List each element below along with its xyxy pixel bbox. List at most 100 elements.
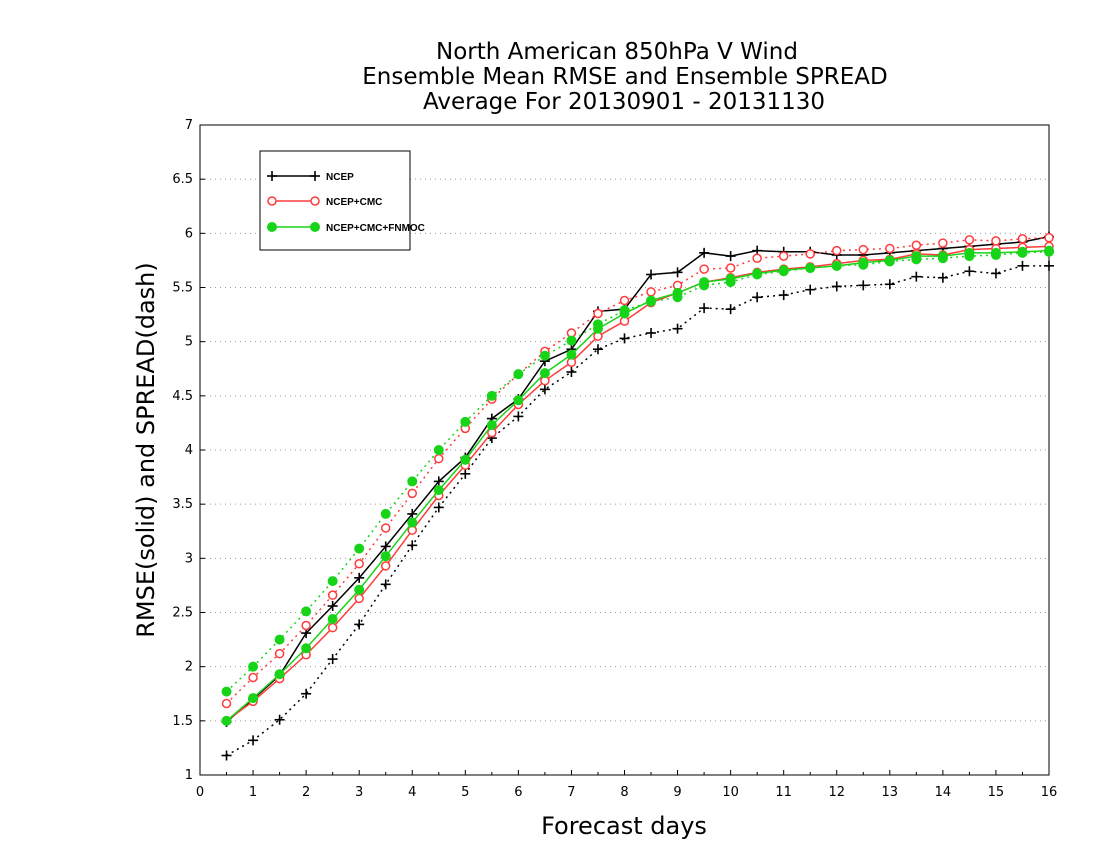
rmse-point	[327, 601, 338, 611]
spread-point	[858, 244, 869, 255]
y-tick-label: 4	[185, 443, 193, 458]
x-tick-label: 1	[249, 785, 257, 800]
spread-point	[460, 416, 471, 427]
spread-point	[407, 488, 417, 499]
rmse-point	[646, 269, 657, 280]
legend-marker-start	[267, 222, 277, 232]
spread-point	[911, 240, 922, 250]
x-tick-label: 11	[775, 785, 792, 800]
spread-point	[327, 576, 338, 587]
spread-point	[990, 250, 1001, 260]
rmse-point	[354, 584, 365, 595]
spread-point	[646, 296, 657, 307]
spread-point	[539, 384, 550, 395]
spread-point	[486, 390, 497, 401]
rmse-point	[221, 715, 232, 726]
rmse-point	[513, 395, 524, 406]
spread-point	[407, 476, 418, 487]
spread-point	[937, 272, 948, 283]
spread-point	[380, 508, 391, 519]
y-tick-label: 3	[185, 551, 193, 566]
x-tick-label: 3	[355, 785, 363, 800]
spread-point	[433, 445, 444, 455]
spread-point	[221, 698, 232, 709]
rmse-point	[407, 517, 418, 528]
rmse-point	[407, 508, 418, 519]
x-tick-label: 15	[988, 785, 1005, 800]
spread-point	[884, 256, 895, 267]
spread-point	[699, 280, 710, 291]
spread-point	[619, 333, 630, 344]
spread-point	[592, 344, 603, 355]
rmse-point	[672, 267, 683, 278]
rmse-point	[486, 420, 497, 431]
spread-point	[778, 266, 789, 277]
y-tick-label: 1.5	[172, 714, 193, 729]
spread-point	[911, 254, 922, 265]
x-tick-label: 12	[828, 785, 845, 800]
spread-point	[619, 305, 630, 316]
spread-point	[990, 268, 1001, 279]
rmse-point	[274, 669, 285, 680]
spread-point	[778, 251, 789, 261]
spread-point	[964, 251, 975, 262]
spread-point	[248, 735, 259, 746]
spread-point	[539, 350, 550, 361]
x-tick-label: 14	[935, 785, 952, 800]
x-tick-label: 8	[620, 785, 628, 800]
spread-point	[248, 661, 259, 672]
spread-point	[646, 287, 656, 297]
rmse-line	[226, 235, 1050, 723]
title-line-2: Ensemble Mean RMSE and Ensemble SPREAD	[362, 64, 887, 90]
spread-point	[248, 672, 258, 683]
spread-point	[752, 292, 763, 303]
spread-point	[327, 654, 338, 665]
spread-point	[937, 253, 948, 264]
spread-point	[1017, 260, 1028, 271]
spread-point	[831, 260, 842, 271]
spread-point	[991, 236, 1001, 246]
x-tick-label: 5	[461, 785, 469, 800]
rmse-point	[725, 251, 736, 262]
x-tick-label: 6	[514, 785, 522, 800]
x-tick-label: 4	[408, 785, 416, 800]
y-tick-label: 1	[185, 768, 193, 783]
rmse-point	[354, 572, 365, 583]
spread-point	[380, 523, 391, 533]
spread-point	[964, 266, 975, 277]
rmse-point	[354, 593, 364, 604]
spread-point	[672, 292, 683, 303]
rmse-point	[301, 643, 312, 654]
y-tick-label: 4.5	[172, 389, 193, 404]
legend-marker-start	[267, 196, 277, 206]
spread-point	[725, 304, 736, 315]
spread-point	[1044, 260, 1054, 271]
spread-point	[778, 290, 789, 301]
spread-point	[805, 249, 815, 259]
spread-point	[858, 280, 869, 291]
spread-point	[592, 319, 603, 330]
legend-label: NCEP+CMC+FNMOC	[326, 223, 425, 234]
x-tick-label: 0	[196, 785, 204, 800]
legend-marker-end	[310, 171, 320, 181]
spread-point	[354, 619, 365, 630]
rmse-point	[327, 614, 338, 624]
spread-point	[699, 303, 710, 314]
y-tick-label: 5	[185, 335, 193, 350]
spread-point	[725, 263, 736, 273]
spread-point	[699, 264, 709, 274]
spread-point	[513, 369, 524, 380]
spread-point	[1017, 234, 1028, 244]
legend: NCEP NCEP+CMC NCEP+CMC+FNMOC	[259, 150, 425, 251]
spread-point	[1044, 246, 1054, 257]
x-tick-label: 10	[722, 785, 739, 800]
spread-point	[858, 259, 869, 270]
x-tick-label: 9	[673, 785, 681, 800]
spread-line	[226, 251, 1050, 693]
spread-point	[354, 543, 365, 554]
spread-point	[327, 590, 338, 600]
title-line-3: Average For 20130901 - 20131130	[423, 89, 825, 115]
x-axis-label: Forecast days	[541, 812, 707, 840]
legend-label: NCEP+CMC	[326, 197, 382, 208]
